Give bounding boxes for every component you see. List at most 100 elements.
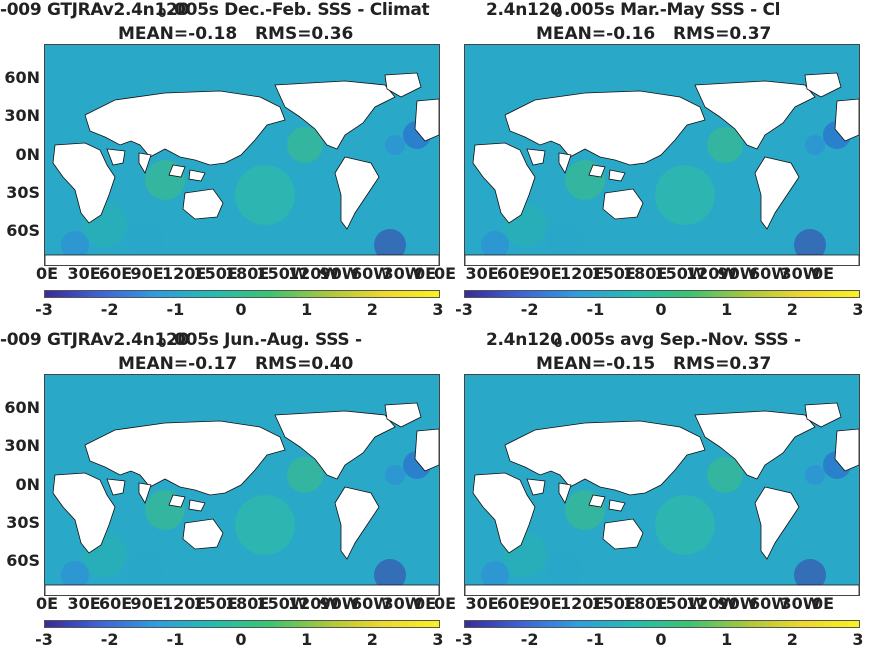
lon-label: 90W — [717, 264, 758, 283]
land-mass — [754, 486, 800, 560]
mean-value: MEAN=-0.17 — [118, 354, 238, 374]
colorbar-tick: -3 — [455, 630, 473, 649]
colorbar-tick: 1 — [301, 300, 313, 319]
lat-label: 30S — [6, 513, 40, 532]
anomaly-patch — [707, 127, 743, 163]
land-mass — [504, 420, 706, 496]
land-mass — [384, 72, 422, 98]
lat-label: 30N — [4, 436, 40, 455]
colorbar-ticks: -3 -2 -1 0 1 2 3 — [35, 630, 443, 650]
lon-label: 150W — [256, 594, 308, 613]
land-mass — [168, 164, 206, 182]
anomaly-patch — [287, 457, 323, 493]
colorbar-tick: 0 — [655, 630, 667, 649]
rms-value: RMS=0.37 — [672, 24, 772, 44]
land-mass — [694, 410, 816, 480]
land-mass — [694, 80, 816, 150]
lon-label: 0E — [434, 594, 457, 613]
map-plot — [44, 374, 440, 596]
lon-labels: 0E 30E 60E 90E 120E 150E 180E 150W 120W 90W 60W 30W… — [428, 594, 848, 616]
lon-label: 90W — [319, 594, 360, 613]
anomaly-patch — [481, 561, 509, 589]
colorbar-tick: -2 — [520, 300, 539, 319]
land-mass — [504, 90, 706, 166]
lat-label: 0N — [15, 145, 40, 164]
lon-label: 60E — [99, 264, 133, 283]
lat-label: 60S — [6, 221, 40, 240]
lat-label: 30S — [6, 183, 40, 202]
colorbar-tick: -1 — [166, 630, 185, 649]
lon-label: 120E — [560, 594, 605, 613]
colorbar-tick: 3 — [852, 630, 864, 649]
lon-label: 180E — [623, 264, 668, 283]
anomaly-patch — [235, 165, 295, 225]
lon-label: 60W — [749, 594, 789, 613]
panel-stats: MEAN=-0.17 RMS=0.40 — [118, 354, 353, 374]
mean-value: MEAN=-0.15 — [536, 354, 656, 374]
panel-title: 2.4n120 0 .005s Mar.-May SSS - Cl — [486, 0, 781, 20]
lat-label: 0N — [15, 475, 40, 494]
colorbar-tick: 0 — [655, 300, 667, 319]
lon-label: 150E — [193, 594, 238, 613]
mean-value: MEAN=-0.16 — [536, 24, 656, 44]
land-mass — [588, 494, 626, 512]
colorbar-tick: 1 — [301, 630, 313, 649]
panel-stats: MEAN=-0.18 RMS=0.36 — [118, 24, 353, 44]
land-mass — [384, 402, 422, 428]
colorbar-tick: -3 — [455, 300, 473, 319]
land-mass — [182, 188, 224, 220]
land-mass — [602, 518, 644, 550]
lon-labels: 0E 30E 60E 90E 120E 150E 180E 150W 120W 90W 60W 30W… — [428, 264, 848, 286]
land-mass — [84, 90, 286, 166]
rms-value: RMS=0.37 — [672, 354, 772, 374]
lon-label: 150W — [654, 264, 706, 283]
colorbar-tick: 0 — [235, 300, 247, 319]
anomaly-patch — [385, 135, 405, 155]
lon-label: 90W — [717, 594, 758, 613]
anomaly-patch — [127, 222, 163, 258]
colorbar-tick: -2 — [100, 300, 119, 319]
lon-label: 30E — [465, 594, 499, 613]
lon-label: 60E — [497, 264, 531, 283]
lon-label: 0E — [36, 264, 59, 283]
anomaly-patch — [385, 465, 405, 485]
land-mass — [45, 584, 439, 595]
anomaly-patch — [61, 561, 89, 589]
lon-labels: 0E 30E 60E 90E 120E 150E 180E 150W 120W 90W 60W 30W… — [30, 594, 450, 616]
anomaly-patch — [374, 229, 406, 261]
lat-label: 60N — [4, 68, 40, 87]
land-mass — [602, 188, 644, 220]
lon-label: 180E — [225, 594, 270, 613]
land-mass — [472, 472, 536, 554]
colorbar-tick: -3 — [35, 300, 53, 319]
land-mass — [106, 478, 152, 504]
lon-label: 90E — [528, 594, 562, 613]
panel-mam: 2.4n120 0 .005s Mar.-May SSS - Cl MEAN=-… — [428, 0, 864, 328]
land-mass — [465, 254, 859, 265]
colorbar-tick: 1 — [721, 300, 733, 319]
colorbar-tick: 2 — [366, 300, 378, 319]
lon-label: 0E — [812, 264, 835, 283]
mean-value: MEAN=-0.18 — [118, 24, 238, 44]
lon-label: 120W — [288, 594, 340, 613]
lon-labels: 0E 30E 60E 90E 120E 150E 180E 150W 120W 90W 60W 30W… — [30, 264, 450, 286]
lon-label: 60W — [351, 264, 391, 283]
lon-label: 180E — [623, 594, 668, 613]
land-mass — [334, 156, 380, 230]
lat-label: 30N — [4, 106, 40, 125]
lon-label: 30E — [67, 594, 101, 613]
colorbar-tick: -2 — [100, 630, 119, 649]
anomaly-patch — [655, 495, 715, 555]
colorbar — [464, 620, 860, 628]
lon-label: 120W — [686, 594, 738, 613]
colorbar-tick: -3 — [35, 630, 53, 649]
lon-label: 120E — [162, 594, 207, 613]
anomaly-patch — [805, 135, 825, 155]
anomaly-patch — [547, 552, 583, 588]
land-mass — [52, 142, 116, 224]
land-mass — [804, 402, 842, 428]
anomaly-patch — [235, 495, 295, 555]
lat-label: 60N — [4, 398, 40, 417]
rms-value: RMS=0.36 — [254, 24, 354, 44]
land-mass — [168, 494, 206, 512]
